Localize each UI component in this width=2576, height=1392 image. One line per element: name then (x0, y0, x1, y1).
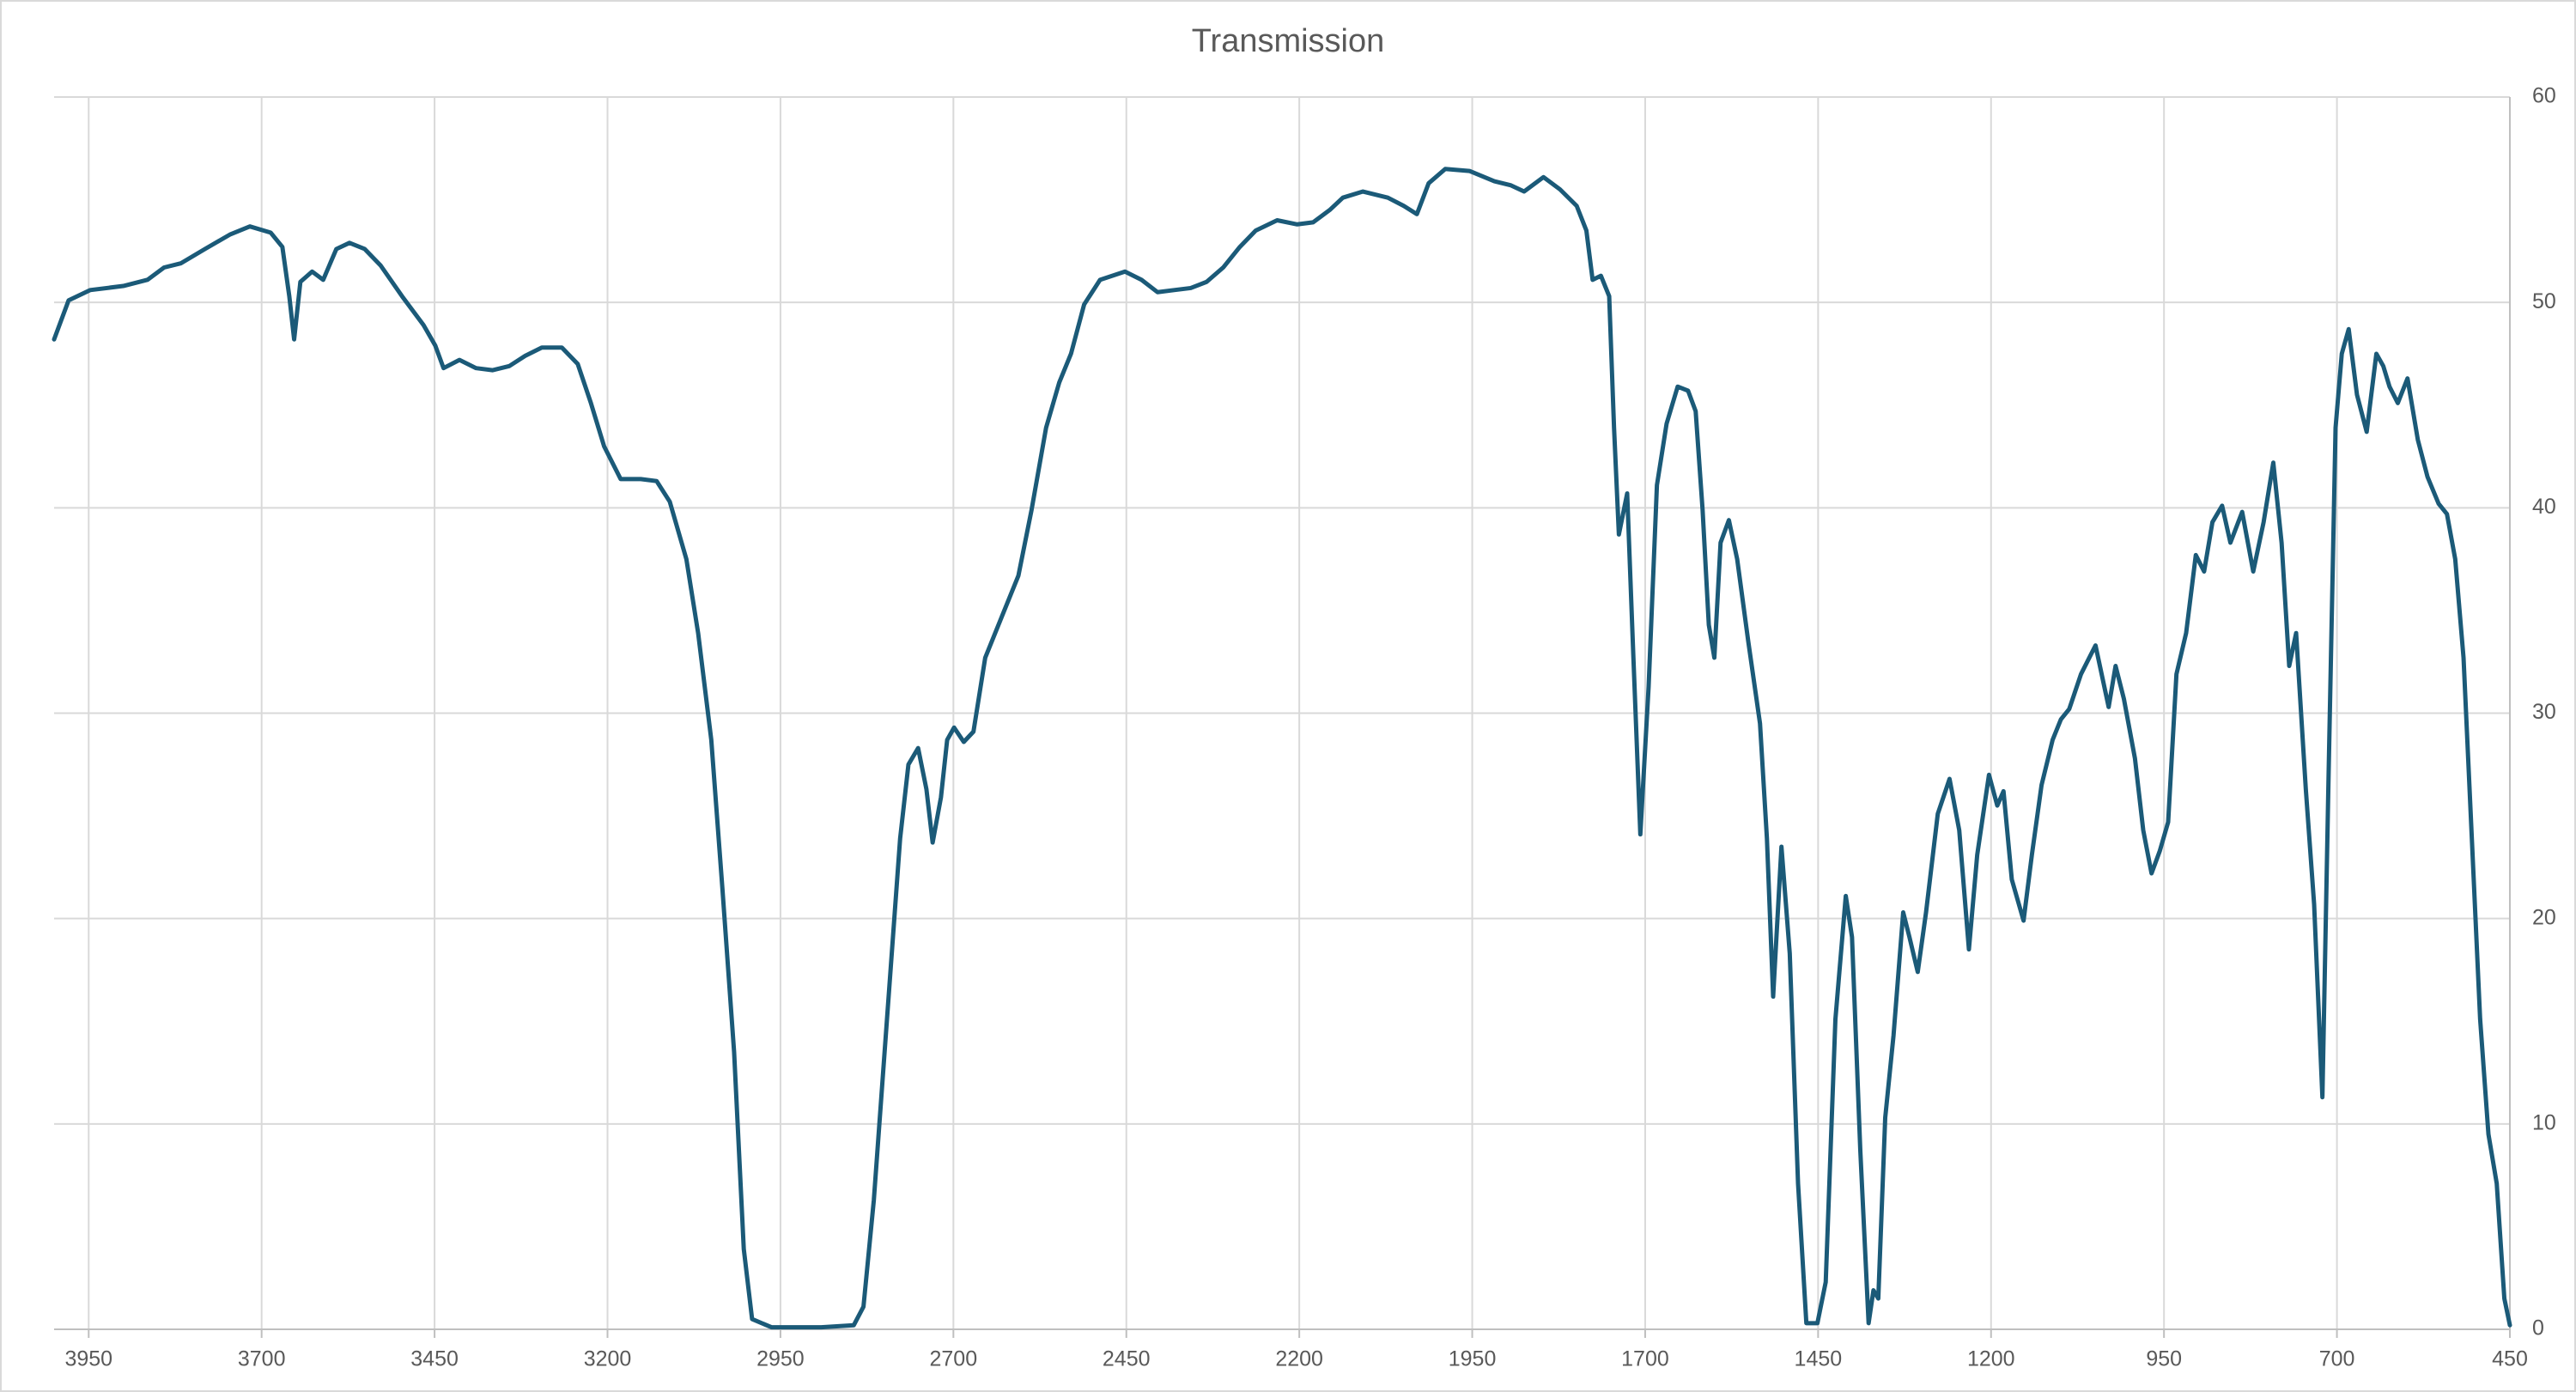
y-tick-label: 60 (2532, 84, 2556, 108)
x-tick-label: 3700 (238, 1347, 286, 1371)
y-tick-label: 10 (2532, 1110, 2556, 1134)
x-tick-label: 3450 (410, 1347, 459, 1371)
y-tick-label: 40 (2532, 495, 2556, 519)
y-tick-label: 30 (2532, 700, 2556, 724)
x-tick-label: 1700 (1621, 1347, 1669, 1371)
x-tick-label: 1200 (1967, 1347, 2015, 1371)
y-tick-label: 50 (2532, 289, 2556, 313)
chart-title: Transmission (1192, 23, 1385, 59)
x-tick-label: 3950 (64, 1347, 112, 1371)
y-tick-label: 0 (2532, 1316, 2544, 1340)
x-tick-label: 1950 (1449, 1347, 1497, 1371)
x-tick-label: 2700 (930, 1347, 978, 1371)
x-tick-label: 700 (2319, 1347, 2355, 1371)
y-tick-label: 20 (2532, 905, 2556, 929)
x-tick-label: 1450 (1795, 1347, 1843, 1371)
x-tick-label: 2950 (756, 1347, 805, 1371)
x-tick-label: 950 (2146, 1347, 2182, 1371)
spectrum-line (52, 167, 2512, 1330)
x-tick-label: 2450 (1103, 1347, 1151, 1371)
x-tick-label: 2200 (1275, 1347, 1323, 1371)
x-tick-label: 450 (2492, 1347, 2528, 1371)
x-tick-label: 3200 (584, 1347, 632, 1371)
